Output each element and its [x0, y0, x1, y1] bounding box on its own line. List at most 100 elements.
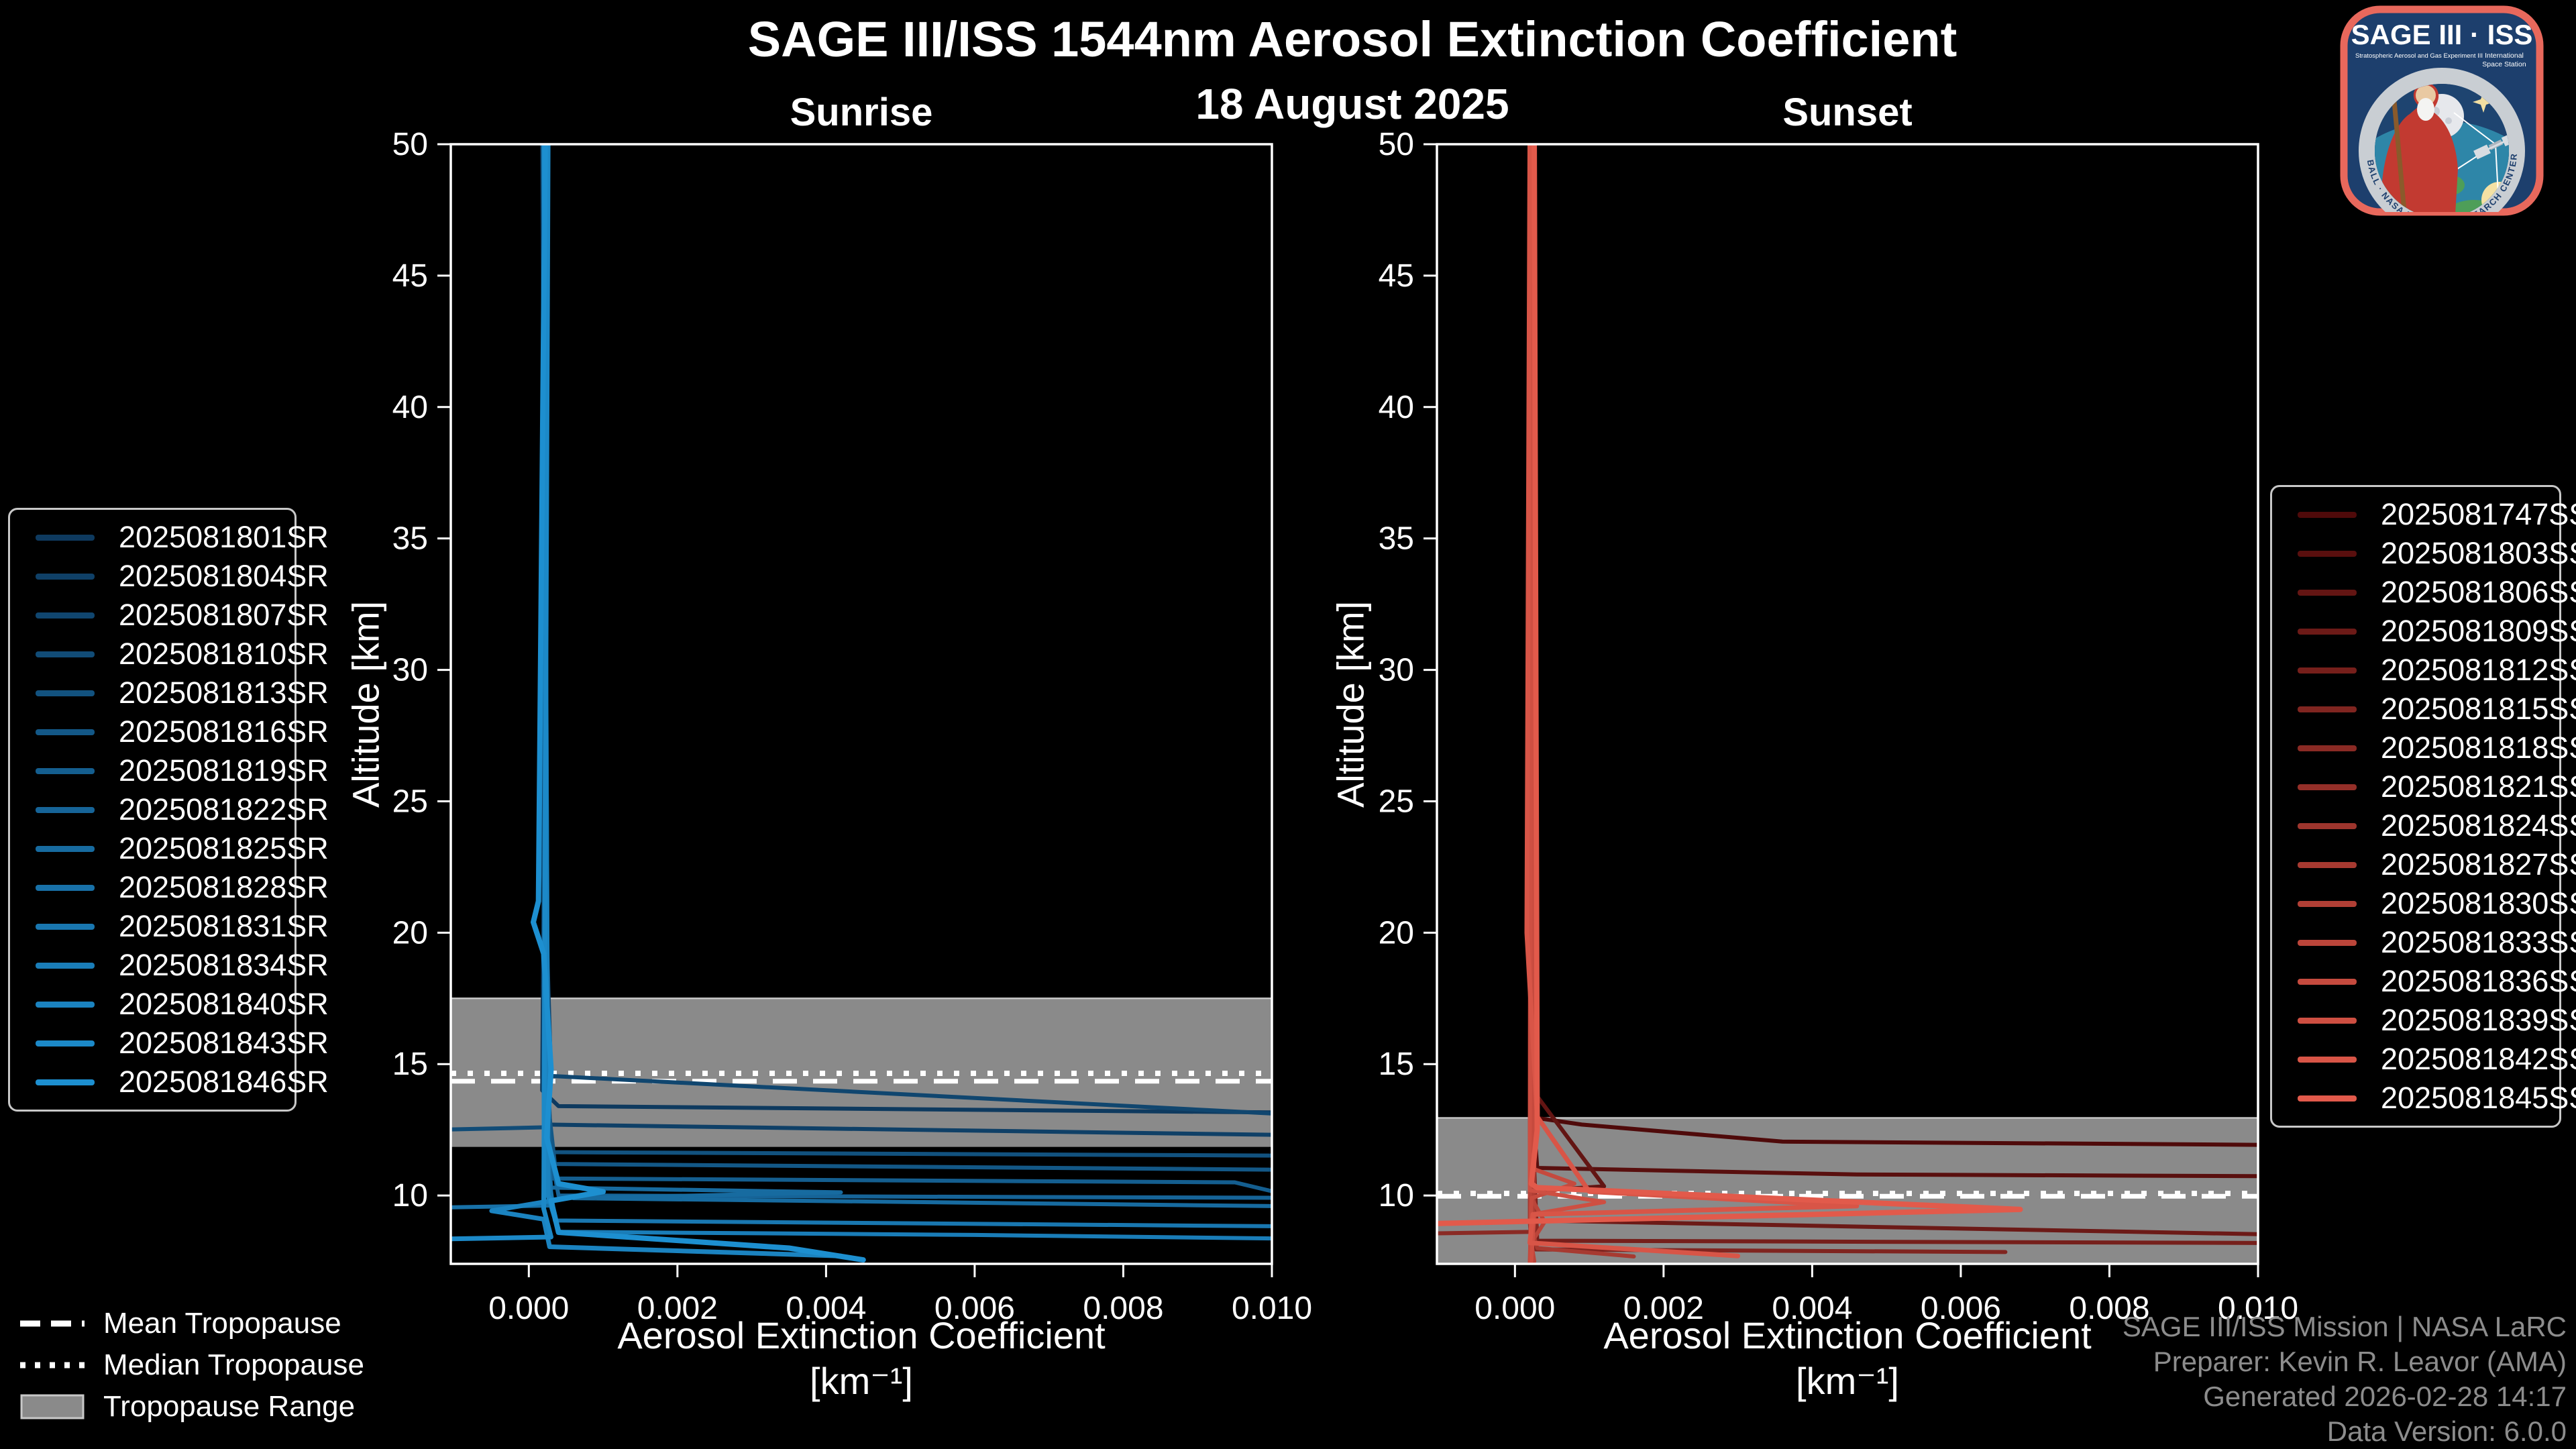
y-tick-label: 15: [1379, 1046, 1414, 1082]
credit-preparer: Preparer: Kevin R. Leavor (AMA): [2153, 1346, 2567, 1377]
profile-line-2025081803SS: [1527, 144, 2258, 1179]
x-tick-label: 0.010: [1232, 1291, 1312, 1326]
y-tick-label: 10: [392, 1178, 428, 1214]
legend-swatch: [36, 884, 95, 891]
sunset-y-axis-label: Altitude [km]: [1329, 600, 1372, 808]
legend-swatch: [2298, 628, 2357, 635]
legend-swatch: [2298, 706, 2357, 712]
x-tick-label: 0.010: [2218, 1291, 2298, 1326]
legend-item: 2025081836SS: [2272, 962, 2576, 1001]
y-tick-label: 35: [1379, 521, 1414, 557]
profile-line-2025081842SS: [1524, 144, 1860, 1258]
logo-beam: [2495, 144, 2499, 195]
profile-line-2025081747SS: [1527, 144, 2258, 1147]
profile-line-2025081804SR: [540, 144, 1272, 1137]
legend-item: 2025081819SR: [10, 751, 329, 790]
legend-item: 2025081834SR: [10, 946, 329, 985]
legend-label: 2025081816SR: [119, 714, 329, 749]
logo-iss: [2473, 131, 2509, 160]
legend-swatch: [2298, 861, 2357, 868]
legend-swatch: [36, 651, 95, 657]
legend-label: 2025081839SS: [2381, 1003, 2576, 1037]
legend-label: 2025081842SS: [2381, 1042, 2576, 1076]
legend-item: 2025081843SR: [10, 1024, 329, 1063]
legend-label: 2025081824SS: [2381, 808, 2576, 843]
legend-swatch: [36, 962, 95, 969]
profile-line-2025081807SR: [541, 144, 1272, 1116]
logo-title: SAGE III · ISS: [2351, 19, 2533, 50]
y-tick-label: 10: [1379, 1178, 1414, 1214]
legend-item: 2025081815SS: [2272, 690, 2576, 729]
legend-label: 2025081831SR: [119, 909, 329, 943]
y-tick-label: 25: [1379, 784, 1414, 819]
logo-staff: [2391, 93, 2408, 212]
legend-swatch: [36, 1001, 95, 1008]
legend-item: 2025081840SR: [10, 985, 329, 1024]
legend-label: 2025081819SR: [119, 753, 329, 788]
legend-label: 2025081834SR: [119, 948, 329, 982]
legend-item: 2025081842SS: [2272, 1040, 2576, 1079]
legend-swatch: [2298, 550, 2357, 557]
legend-swatch: [36, 1040, 95, 1046]
y-tick-label: 20: [392, 915, 428, 951]
logo-ring: [2359, 68, 2525, 212]
legend-swatch: [36, 690, 95, 696]
profile-line-2025081840SR: [489, 144, 843, 1258]
credit-mission: SAGE III/ISS Mission | NASA LaRC: [2122, 1311, 2567, 1342]
legend-item: 2025081812SS: [2272, 651, 2576, 690]
tropopause-range-label: Tropopause Range: [103, 1390, 356, 1423]
y-tick-label: 20: [1379, 915, 1414, 951]
y-tick-label: 15: [392, 1046, 428, 1082]
legend-swatch: [36, 534, 95, 541]
legend-item: 2025081831SR: [10, 907, 329, 946]
x-tick-label: 0.008: [2069, 1291, 2149, 1326]
legend-item: 2025081816SR: [10, 712, 329, 751]
x-tick-label: 0.002: [1623, 1291, 1704, 1326]
legend-label: 2025081806SS: [2381, 575, 2576, 609]
legend-swatch: [36, 1079, 95, 1085]
dashed-line-icon: [20, 1320, 85, 1327]
x-tick-label: 0.000: [488, 1291, 569, 1326]
sunrise-x-axis-label: Aerosol Extinction Coefficient: [617, 1314, 1106, 1356]
legend-label: 2025081846SR: [119, 1065, 329, 1099]
y-tick-label: 35: [392, 521, 428, 557]
plot-area-sunset: [1437, 144, 2258, 1264]
legend-swatch: [2298, 745, 2357, 751]
profile-line-2025081845SS: [1437, 144, 2023, 1226]
x-tick-label: 0.004: [1772, 1291, 1852, 1326]
legend-label: 2025081840SR: [119, 987, 329, 1021]
sunrise-panel-title: Sunrise: [790, 91, 933, 134]
legend-label: 2025081825SR: [119, 831, 329, 865]
gray-band-icon: [20, 1394, 85, 1419]
y-tick-label: 25: [392, 784, 428, 819]
profile-line-2025081827SS: [1527, 144, 1636, 1258]
dotted-line-icon: [20, 1362, 85, 1368]
sunset-x-axis-label: Aerosol Extinction Coefficient: [1603, 1314, 2092, 1356]
profile-line-2025081812SS: [1527, 144, 2258, 1245]
profile-line-2025081843SR: [451, 144, 553, 1242]
median-tropopause-legend-item: Median Tropopause: [20, 1344, 364, 1386]
x-tick-label: 0.006: [1921, 1291, 2001, 1326]
y-tick-label: 45: [1379, 258, 1414, 294]
legend-item: 2025081845SS: [2272, 1079, 2576, 1118]
legend-item: 2025081801SR: [10, 518, 329, 557]
sunset-panel-title: Sunset: [1782, 91, 1913, 134]
legend-swatch: [2298, 939, 2357, 946]
legend-label: 2025081804SR: [119, 559, 329, 593]
legend-swatch: [36, 806, 95, 813]
sunrise-x-axis-unit: [km⁻¹]: [810, 1360, 913, 1402]
profile-line-2025081801SR: [540, 144, 1272, 1115]
legend-label: 2025081843SR: [119, 1026, 329, 1060]
profile-line-2025081846SR: [531, 144, 866, 1263]
legend-swatch: [2298, 589, 2357, 596]
legend-label: 2025081810SR: [119, 637, 329, 671]
legend-swatch: [36, 767, 95, 774]
legend-label: 2025081828SR: [119, 870, 329, 904]
legend-label: 2025081813SR: [119, 676, 329, 710]
plot-border: [449, 143, 1273, 1265]
legend-item: 2025081825SR: [10, 829, 329, 868]
legend-item: 2025081818SS: [2272, 729, 2576, 767]
legend-item: 2025081747SS: [2272, 495, 2576, 534]
logo-star: [2473, 91, 2494, 113]
legend-swatch: [2298, 978, 2357, 985]
